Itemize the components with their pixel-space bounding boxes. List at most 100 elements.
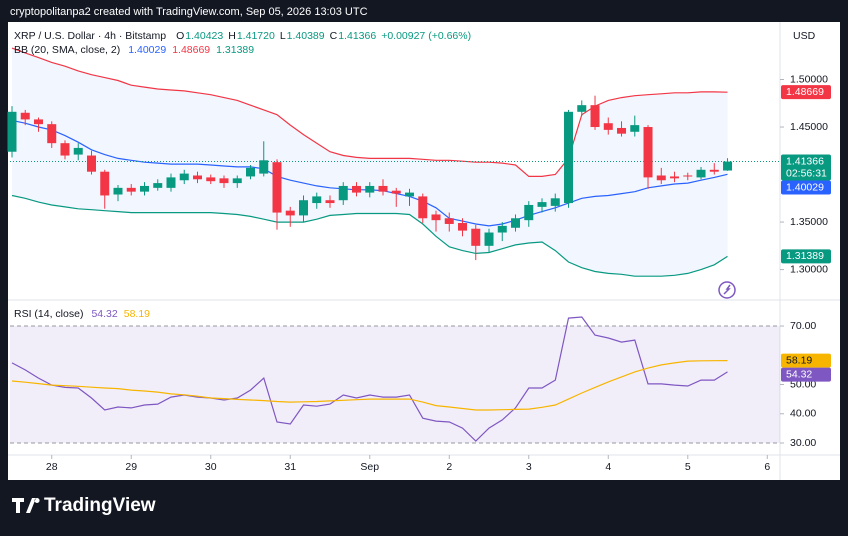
candle-body (537, 202, 547, 207)
logo-text: TradingView (44, 495, 156, 516)
rsi-legend: RSI (14, close) (14, 308, 83, 320)
ohlc-prefix: L (280, 30, 286, 42)
candle-body (246, 167, 256, 177)
price-label-box (781, 249, 831, 264)
candle-body (179, 173, 189, 181)
legend-symbol: XRP / U.S. Dollar · 4h · Bitstamp (14, 30, 166, 42)
candle-body (630, 125, 640, 132)
ohlc-change: +0.00927 (+0.66%) (381, 30, 471, 42)
x-tick-label: 31 (284, 461, 296, 473)
candle-body (86, 155, 96, 172)
icon-ring (718, 281, 736, 299)
candle-body (670, 176, 680, 179)
candle-body (511, 218, 521, 228)
candle-body (723, 161, 733, 171)
candle-body (153, 183, 163, 188)
band-fill (12, 48, 728, 277)
y-tick-label: 1.35000 (790, 216, 828, 228)
candle-body (643, 127, 653, 178)
ohlc-value: 1.40389 (287, 30, 325, 42)
y-tick-label: 1.50000 (790, 73, 828, 85)
ohlc-value: 1.41720 (237, 30, 275, 42)
candle-body (564, 111, 574, 204)
ohlc-prefix: O (176, 30, 184, 42)
candle-body (7, 111, 17, 152)
candle-body (325, 200, 335, 204)
candle-body (683, 175, 693, 177)
candle-body (60, 143, 70, 156)
price-label-box (781, 180, 831, 195)
ohlc-prefix: C (330, 30, 338, 42)
candle-body (471, 228, 481, 246)
rsi-value: 54.32 (91, 308, 117, 320)
candle-body (259, 160, 269, 174)
rsi-line (11, 316, 728, 442)
x-tick-label: Sep (360, 461, 379, 473)
y-tick-label: 40.00 (790, 408, 816, 420)
ohlc-prefix: H (228, 30, 236, 42)
candle-body (100, 171, 110, 196)
icon-bolt (723, 284, 731, 295)
candle-body (577, 105, 587, 112)
bb-value: 1.31389 (216, 44, 254, 56)
candle-body (338, 185, 348, 201)
candle-body (709, 169, 719, 172)
countdown: 02:56:31 (786, 167, 827, 179)
ohlc-value: 1.41366 (338, 30, 376, 42)
x-tick-label: 29 (125, 461, 137, 473)
x-tick-label: 28 (46, 461, 58, 473)
candle-body (166, 177, 176, 188)
x-tick-label: 3 (526, 461, 532, 473)
candle-body (312, 196, 322, 204)
candle-body (405, 192, 415, 197)
price-label: 1.31389 (786, 250, 824, 262)
logo-mark (12, 498, 40, 513)
price-label: 1.41366 (786, 155, 824, 167)
candle-body (285, 210, 295, 216)
x-tick-label: 2 (446, 461, 452, 473)
candle-body (497, 225, 507, 233)
currency[interactable]: USD (793, 30, 816, 42)
y-tick-label: 1.30000 (790, 263, 828, 275)
candle-body (232, 178, 242, 184)
candle-body (656, 175, 666, 181)
candle-body (603, 123, 613, 130)
indicator-icon[interactable] (718, 281, 736, 299)
price-label: 1.40029 (786, 181, 824, 193)
candle-body (272, 162, 282, 213)
footer-logo[interactable]: TradingView (12, 495, 156, 516)
candle-body (378, 185, 388, 192)
price-label: 1.48669 (786, 86, 824, 98)
candle-body (47, 124, 57, 144)
price-label-box (781, 367, 831, 382)
bb-value: 1.40029 (128, 44, 166, 56)
x-tick-label: 30 (205, 461, 217, 473)
candle-body (458, 223, 468, 231)
candle-body (524, 204, 534, 221)
y-tick-label: 70.00 (790, 320, 816, 332)
candle-body (431, 214, 441, 221)
rsi-band (10, 326, 780, 444)
bb-legend: BB (20, SMA, close, 2) (14, 44, 120, 56)
candle-body (126, 187, 136, 192)
x-tick-label: 4 (605, 461, 611, 473)
candle-body (365, 185, 375, 193)
candle-body (617, 127, 627, 134)
candle-body (352, 185, 362, 193)
bb-value: 1.48669 (172, 44, 210, 56)
candle-body (696, 169, 706, 178)
y-tick-label: 1.45000 (790, 121, 828, 133)
candle-body (391, 190, 401, 194)
price-label: 58.19 (786, 354, 812, 366)
candle-body (444, 218, 454, 224)
x-tick-label: 6 (764, 461, 770, 473)
y-tick-label: 30.00 (790, 437, 816, 449)
price-label-box (781, 154, 831, 181)
candle-body (219, 178, 229, 184)
bollinger-line (11, 47, 728, 177)
candle-body (139, 185, 149, 192)
candle-body (590, 105, 600, 128)
header-text: cryptopolitanpa2 created with TradingVie… (10, 6, 368, 18)
